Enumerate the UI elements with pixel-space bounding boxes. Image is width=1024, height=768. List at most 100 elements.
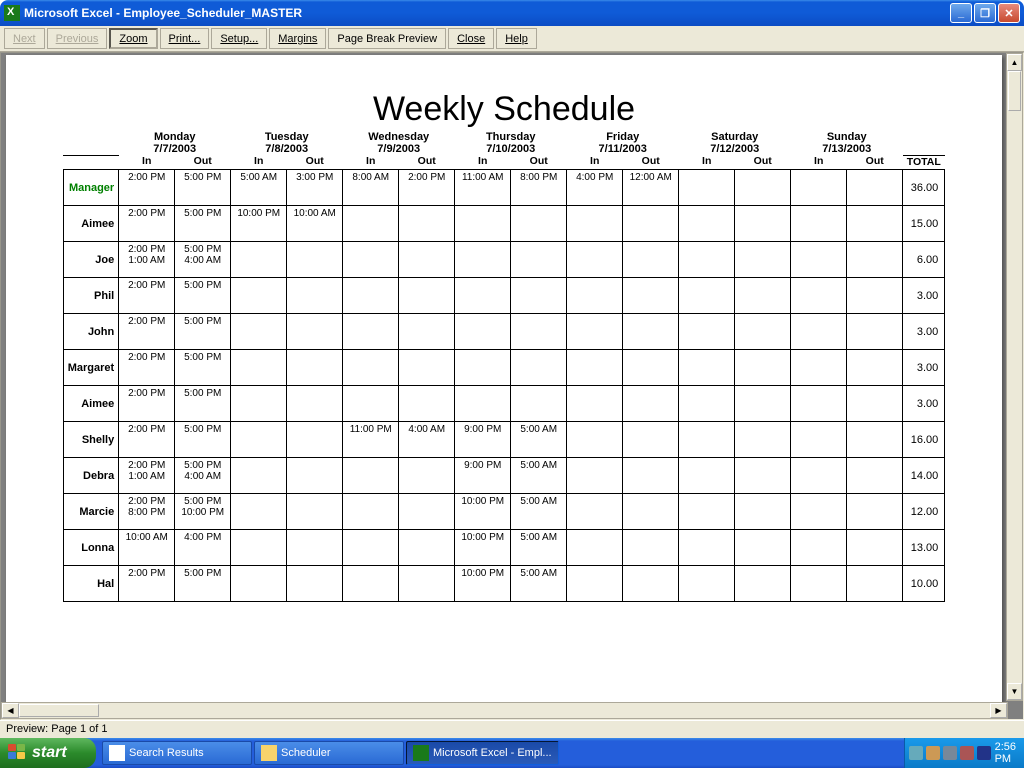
shift-out (287, 350, 343, 386)
shift-out (399, 458, 455, 494)
tray-icon[interactable] (960, 746, 974, 760)
total-cell: 14.00 (903, 458, 945, 494)
in-header: In (567, 155, 623, 170)
setup-button[interactable]: Setup... (211, 28, 267, 49)
preview-page[interactable]: Weekly Schedule MondayTuesdayWednesdayTh… (6, 55, 1002, 717)
shift-out: 5:00 AM (511, 530, 567, 566)
start-label: start (32, 744, 67, 762)
shift-in: 10:00 AM (119, 530, 175, 566)
vertical-scrollbar[interactable]: ▲ ▼ (1006, 53, 1023, 701)
shift-out: 5:00 PM (175, 170, 231, 206)
scroll-down-button[interactable]: ▼ (1007, 683, 1022, 700)
out-header: Out (735, 155, 791, 170)
excel-icon (4, 5, 20, 21)
in-header: In (231, 155, 287, 170)
scroll-up-button[interactable]: ▲ (1007, 54, 1022, 71)
shift-out (623, 458, 679, 494)
tray-icon[interactable] (943, 746, 957, 760)
shift-in (791, 278, 847, 314)
shift-out (399, 494, 455, 530)
shift-out (623, 530, 679, 566)
date-header: 7/12/2003 (679, 143, 791, 155)
in-header: In (679, 155, 735, 170)
shift-out (287, 314, 343, 350)
shift-in: 10:00 PM (455, 566, 511, 602)
shift-in: 2:00 PM (119, 278, 175, 314)
print-button[interactable]: Print... (160, 28, 210, 49)
shift-in (231, 494, 287, 530)
system-tray[interactable]: 2:56 PM (904, 738, 1024, 768)
shift-out: 8:00 PM (511, 170, 567, 206)
shift-in: 2:00 PM1:00 AM (119, 458, 175, 494)
shift-in (679, 242, 735, 278)
shift-out (735, 386, 791, 422)
help-button[interactable]: Help (496, 28, 537, 49)
employee-name: Aimee (63, 386, 118, 422)
employee-row: Debra2:00 PM1:00 AM5:00 PM4:00 AM9:00 PM… (63, 458, 945, 494)
task-app-icon (109, 745, 125, 761)
shift-out: 12:00 AM (623, 170, 679, 206)
window-controls: _ ❐ ✕ (950, 3, 1020, 23)
shift-out: 5:00 PM10:00 PM (175, 494, 231, 530)
shift-in: 2:00 PM (119, 566, 175, 602)
employee-name: Lonna (63, 530, 118, 566)
shift-in: 2:00 PM (119, 350, 175, 386)
employee-row: Margaret2:00 PM5:00 PM3.00 (63, 350, 945, 386)
vscroll-thumb[interactable] (1008, 71, 1021, 111)
employee-name: Marcie (63, 494, 118, 530)
total-cell: 3.00 (903, 278, 945, 314)
scroll-right-button[interactable]: ▶ (990, 703, 1007, 718)
shift-out (847, 350, 903, 386)
shift-out (735, 566, 791, 602)
scroll-left-button[interactable]: ◀ (2, 703, 19, 718)
shift-in (791, 494, 847, 530)
close-preview-button[interactable]: Close (448, 28, 494, 49)
shift-out (399, 314, 455, 350)
shift-out (511, 314, 567, 350)
start-button[interactable]: start (0, 738, 96, 768)
page-break-button[interactable]: Page Break Preview (328, 28, 446, 49)
shift-out (847, 530, 903, 566)
shift-in (231, 422, 287, 458)
shift-in (343, 314, 399, 350)
shift-in (679, 458, 735, 494)
shift-out (287, 278, 343, 314)
day-header: Monday (119, 131, 231, 143)
total-cell: 3.00 (903, 386, 945, 422)
shift-out (735, 278, 791, 314)
taskbar-item[interactable]: Search Results (102, 741, 252, 765)
employee-row: Lonna10:00 AM4:00 PM10:00 PM5:00 AM13.00 (63, 530, 945, 566)
horizontal-scrollbar[interactable]: ◀ ▶ (1, 702, 1008, 719)
minimize-button[interactable]: _ (950, 3, 972, 23)
shift-in (679, 314, 735, 350)
zoom-button[interactable]: Zoom (109, 28, 157, 49)
close-button[interactable]: ✕ (998, 3, 1020, 23)
shift-out: 5:00 PM (175, 422, 231, 458)
previous-button[interactable]: Previous (47, 28, 108, 49)
margins-button[interactable]: Margins (269, 28, 326, 49)
next-button[interactable]: Next (4, 28, 45, 49)
employee-row: Phil2:00 PM5:00 PM3.00 (63, 278, 945, 314)
maximize-button[interactable]: ❐ (974, 3, 996, 23)
shift-out: 5:00 PM (175, 386, 231, 422)
tray-icon[interactable] (909, 746, 923, 760)
shift-in (455, 386, 511, 422)
shift-in (791, 566, 847, 602)
shift-in (679, 170, 735, 206)
taskbar-item[interactable]: Microsoft Excel - Empl... (406, 741, 559, 765)
shift-in (343, 278, 399, 314)
taskbar-item[interactable]: Scheduler (254, 741, 404, 765)
shift-out (287, 422, 343, 458)
shift-in (791, 422, 847, 458)
tray-icon[interactable] (926, 746, 940, 760)
shift-in (231, 278, 287, 314)
shift-in (679, 206, 735, 242)
date-header: 7/9/2003 (343, 143, 455, 155)
shift-in: 8:00 AM (343, 170, 399, 206)
total-cell: 6.00 (903, 242, 945, 278)
total-cell: 16.00 (903, 422, 945, 458)
shift-out (735, 314, 791, 350)
tray-icon[interactable] (977, 746, 991, 760)
shift-out (511, 386, 567, 422)
hscroll-thumb[interactable] (19, 704, 99, 717)
